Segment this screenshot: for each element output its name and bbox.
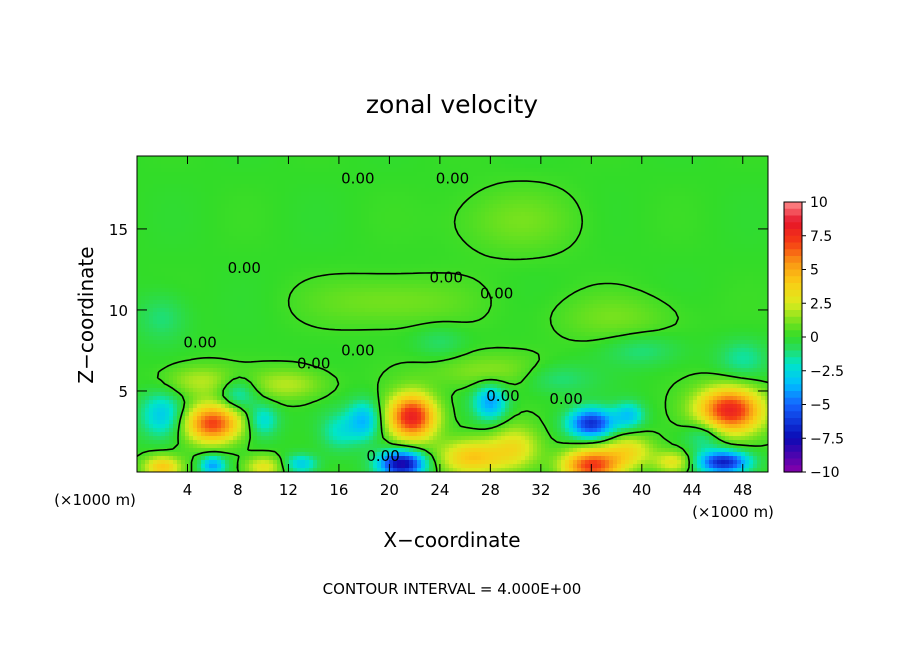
colorbar-segment [784, 330, 802, 338]
x-tick-label: 8 [233, 481, 243, 499]
colorbar-tick-label: 0 [810, 330, 819, 346]
colorbar-segment [784, 418, 802, 426]
colorbar-segment [784, 229, 802, 237]
contour-label: 0.00 [297, 354, 330, 372]
x-tick-label: 32 [531, 481, 550, 499]
y-axis: 5 10 15 [109, 221, 768, 401]
plot-frame [136, 155, 769, 473]
colorbar-tick-label: 5 [810, 263, 819, 279]
colorbar-segment [784, 316, 802, 325]
colorbar-segment [784, 370, 802, 379]
contour-label: 0.00 [549, 390, 582, 408]
colorbar-segment [784, 276, 802, 284]
colorbar-segment [784, 424, 802, 433]
colorbar-segment [784, 303, 802, 311]
colorbar-segment [784, 357, 802, 365]
x-tick-label: 40 [632, 481, 651, 499]
colorbar-segment [784, 377, 802, 385]
colorbar-segment [784, 235, 802, 244]
x-tick-label: 12 [279, 481, 298, 499]
x-tick-label: 48 [733, 481, 752, 499]
contour-label: 0.00 [366, 447, 399, 465]
y-tick-label: 15 [109, 221, 128, 239]
colorbar-segment [784, 431, 802, 439]
contour-label: 0.00 [486, 387, 519, 405]
colorbar-segment [784, 465, 802, 473]
contour-label: 0.00 [341, 170, 374, 188]
colorbar-segment [784, 404, 802, 412]
colorbar-segment [784, 289, 802, 298]
x-tick-label: 4 [183, 481, 193, 499]
x-axis: 4 8 12 16 20 24 28 32 36 40 44 48 [183, 156, 752, 499]
colorbar-segment [784, 242, 802, 250]
colorbar-segment [784, 215, 802, 223]
colorbar-segment [784, 364, 802, 372]
colorbar-tick-label: −7.5 [810, 431, 844, 447]
colorbar-segment [784, 343, 802, 352]
zero-contours [137, 180, 768, 472]
colorbar: 10 7.5 5 2.5 0 −2.5 −5 −7.5 −10 [783, 195, 844, 481]
x-tick-label: 36 [582, 481, 601, 499]
colorbar-segment [784, 256, 802, 264]
colorbar-segment [784, 384, 802, 392]
contour-labels: 0.00 0.00 0.00 0.00 0.00 0.00 0.00 0.00 0.00 0.00… [183, 170, 582, 465]
colorbar-tick-label: 7.5 [810, 229, 832, 245]
colorbar-segment [784, 296, 802, 304]
colorbar-segment [784, 411, 802, 419]
y-tick-label: 5 [118, 383, 128, 401]
x-tick-label: 24 [430, 481, 449, 499]
contour-interval-footer: CONTOUR INTERVAL = 4.000E+00 [323, 580, 582, 598]
velocity-field [137, 156, 768, 472]
contour-label: 0.00 [183, 333, 216, 351]
colorbar-tick-label: 10 [810, 195, 828, 211]
contour-label: 0.00 [429, 269, 462, 287]
chart-title: zonal velocity [366, 90, 538, 119]
colorbar-segment [784, 249, 802, 257]
colorbar-segment [784, 310, 802, 318]
x-tick-label: 20 [380, 481, 399, 499]
colorbar-segment [784, 391, 802, 399]
x-axis-label: X−coordinate [383, 528, 520, 552]
colorbar-tick-label: 2.5 [810, 296, 832, 312]
colorbar-segment [784, 438, 802, 446]
x-unit-left: (×1000 m) [54, 491, 136, 509]
colorbar-segment [784, 451, 802, 460]
y-axis-label: Z−coordinate [74, 246, 98, 383]
colorbar-segment [784, 269, 802, 277]
colorbar-segment [784, 262, 802, 271]
colorbar-segment [784, 208, 802, 217]
colorbar-segment [784, 323, 802, 331]
contour-label: 0.00 [228, 259, 261, 277]
colorbar-segment [784, 397, 802, 406]
contour-label: 0.00 [436, 170, 469, 188]
colorbar-segment [784, 337, 802, 345]
x-tick-label: 16 [329, 481, 348, 499]
colorbar-segment [784, 458, 802, 466]
colorbar-segment [784, 202, 802, 210]
x-tick-label: 28 [481, 481, 500, 499]
colorbar-segment [784, 350, 802, 358]
x-unit-right: (×1000 m) [692, 503, 774, 521]
y-tick-label: 10 [109, 302, 128, 320]
contour-label: 0.00 [480, 285, 513, 303]
colorbar-segment [784, 445, 802, 453]
colorbar-tick-label: −5 [810, 398, 831, 414]
colorbar-tick-label: −2.5 [810, 364, 844, 380]
x-tick-label: 44 [683, 481, 702, 499]
colorbar-segment [784, 283, 802, 291]
colorbar-segment [784, 222, 802, 230]
colorbar-tick-label: −10 [810, 465, 840, 481]
contour-label: 0.00 [341, 341, 374, 359]
